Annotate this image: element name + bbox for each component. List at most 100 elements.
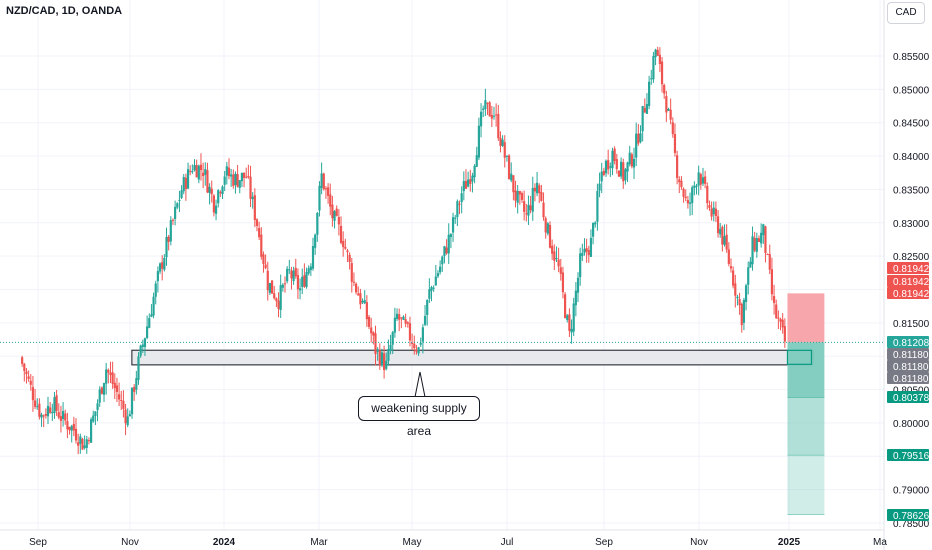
x-tick-label: Jul xyxy=(501,537,514,548)
candle-body xyxy=(546,223,549,234)
y-tick-label: 0.85000 xyxy=(893,85,930,96)
candle-body xyxy=(680,180,683,188)
candle-body xyxy=(443,246,446,257)
candle-body xyxy=(367,316,371,327)
candle-body xyxy=(684,196,687,199)
candle-body xyxy=(415,349,418,352)
candle-body xyxy=(423,315,427,325)
candle-body xyxy=(760,232,763,244)
candle-body xyxy=(31,387,35,401)
candle-body xyxy=(669,109,672,120)
candle-body xyxy=(611,150,614,169)
candle-body xyxy=(273,293,276,299)
candle-body xyxy=(411,342,414,344)
candle-body xyxy=(111,372,114,384)
candle-body xyxy=(540,192,543,201)
y-tick-label: 0.84000 xyxy=(893,152,930,163)
candle-body xyxy=(432,287,435,289)
candle-body xyxy=(331,204,334,219)
candle-body xyxy=(221,186,224,195)
candle-body xyxy=(385,360,388,369)
candle-body xyxy=(660,61,664,85)
candle-body xyxy=(77,442,80,446)
candle-body xyxy=(212,195,216,213)
price-axis-label: 0.81180 xyxy=(893,374,929,385)
price-axis-label: 0.78626 xyxy=(893,511,930,522)
candle-body xyxy=(262,254,265,265)
candle-body xyxy=(346,250,349,253)
y-tick-label: 0.82500 xyxy=(893,252,930,263)
candle-body xyxy=(70,425,73,431)
candle-body xyxy=(604,160,608,174)
candle-body xyxy=(671,122,674,135)
candle-body xyxy=(87,440,91,442)
candle-body xyxy=(566,315,569,320)
candle-body xyxy=(137,356,140,380)
candle-body xyxy=(152,296,155,316)
candle-body xyxy=(202,172,205,177)
candle-body xyxy=(654,49,657,58)
candle-body xyxy=(301,276,304,287)
candle-body xyxy=(708,205,711,208)
candle-body xyxy=(505,155,509,157)
candle-body xyxy=(120,400,123,402)
candle-body xyxy=(602,170,605,175)
candle-body xyxy=(156,271,159,282)
candle-body xyxy=(600,171,603,182)
candle-body xyxy=(630,154,633,167)
candle-body xyxy=(158,263,162,272)
candle-body xyxy=(44,413,47,416)
candle-body xyxy=(740,303,743,326)
candle-body xyxy=(764,226,767,254)
candle-body xyxy=(391,332,394,345)
candle-body xyxy=(439,266,442,273)
candle-body xyxy=(742,299,746,323)
candle-body xyxy=(96,403,99,411)
candle-body xyxy=(109,372,112,375)
candle-body xyxy=(53,397,56,413)
candle-body xyxy=(176,203,179,208)
candle-body xyxy=(337,217,340,225)
candle-body xyxy=(628,152,631,165)
candle-body xyxy=(520,193,524,200)
supply-zone-box xyxy=(131,349,814,366)
x-tick-label: Sep xyxy=(595,537,613,548)
candle-body xyxy=(148,318,151,328)
candle-body xyxy=(535,182,539,194)
candle-body xyxy=(581,252,584,257)
candle-body xyxy=(428,289,431,299)
candle-body xyxy=(510,173,513,181)
candle-body xyxy=(460,193,463,203)
candle-body xyxy=(419,342,422,345)
candle-body xyxy=(779,319,782,322)
candle-body xyxy=(406,322,409,324)
candle-body xyxy=(729,266,733,269)
candle-body xyxy=(609,166,612,168)
candle-body xyxy=(303,275,306,287)
candle-body xyxy=(266,270,269,291)
candle-body xyxy=(572,303,575,332)
candle-body xyxy=(691,187,694,204)
candle-body xyxy=(477,125,481,158)
candle-body xyxy=(492,115,496,117)
candle-body xyxy=(721,226,724,245)
candle-body xyxy=(639,133,642,143)
candle-body xyxy=(283,283,287,285)
candle-body xyxy=(678,179,681,183)
candle-body xyxy=(83,445,86,448)
candle-body xyxy=(81,438,84,450)
candle-body xyxy=(348,254,351,263)
currency-button[interactable]: CAD xyxy=(887,2,925,24)
candle-body xyxy=(738,299,741,306)
candle-body xyxy=(544,218,547,233)
candle-body xyxy=(469,179,472,184)
y-tick-label: 0.83000 xyxy=(893,219,930,230)
candle-body xyxy=(531,187,534,212)
candle-body xyxy=(55,395,58,411)
candle-body xyxy=(482,108,485,110)
candle-body xyxy=(146,326,149,338)
candle-body xyxy=(230,174,233,177)
candle-body xyxy=(402,316,405,320)
candle-body xyxy=(268,283,272,293)
